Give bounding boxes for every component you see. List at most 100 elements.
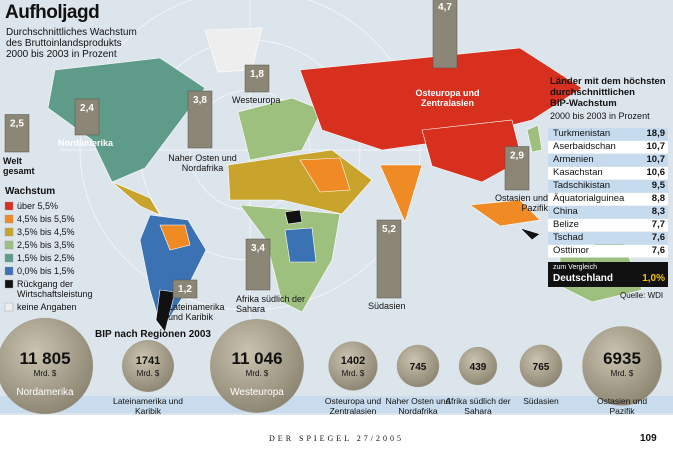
legend-swatch [4,302,14,312]
region-label: Westeuropa [232,95,281,105]
bubble-category: Osteuropa und Zentralasien [324,396,382,416]
bubble-value-label: 6935 [603,349,641,368]
map-region [237,97,323,161]
bar-value-label: 2,4 [80,103,94,114]
table-row-bg [548,154,668,167]
region-label: Naher Osten und Nordafrika [168,153,237,174]
publication: DER SPIEGEL 27/2005 [269,434,404,443]
bubble-value-label: 11 046 [231,349,282,368]
bubble [396,344,440,388]
table-value: 9,5 [651,180,665,191]
subtitle: 2000 bis 2003 in Prozent [6,49,117,60]
map-region [379,164,423,223]
bar [4,114,30,153]
table-title: BIP-Wachstum [550,98,617,109]
bar-value-label: 3,8 [193,95,207,106]
region-label: Afrika südlich der Sahara [236,294,306,315]
bubble [0,317,94,415]
bar-value-label: 4,7 [438,2,452,13]
legend-swatch [4,227,14,237]
table-row-bg [548,193,668,206]
legend-title: Wachstum [5,186,56,197]
bubble-category: Afrika südlich der Sahara [445,396,511,416]
legend-label: Rückgang der Wirtschaftsleistung [17,279,93,300]
table-subtitle: 2000 bis 2003 in Prozent [550,111,650,121]
bar-value-label: 2,5 [10,119,24,130]
legend-swatch [4,266,14,276]
map-region [519,227,541,241]
bar [187,90,213,149]
page-number: 109 [640,433,657,444]
table-value: 7,6 [651,232,665,243]
table-row-bg [548,245,668,258]
comparison-value: 1,0% [642,273,665,284]
table-title: Länder mit dem höchsten [550,76,666,87]
table-country: Aserbaidschan [553,141,616,152]
bubble-unit: Mrd. $ [137,369,160,378]
bubble-value-label: 1741 [136,355,160,367]
region-label: Welt gesamt [3,156,35,177]
bubble-value-label: 765 [533,362,550,373]
title: Aufholjagd [5,2,100,23]
legend-label: keine Angaben [17,302,77,312]
bubble-unit: Mrd. $ [246,369,269,378]
table-country: Osttimor [553,245,589,256]
table-row-bg [548,232,668,245]
table-value: 10,7 [646,154,666,165]
legend-label: 4,5% bis 5,5% [17,214,75,224]
bar [245,238,271,291]
bubble-category: Nordamerika [16,387,74,398]
bubble-category: Lateinamerika und Karibik [113,396,183,416]
table-country: Tadschikistan [553,180,611,191]
bubble-value-label: 11 805 [19,349,70,368]
table-row-bg [548,206,668,219]
bar-value-label: 2,9 [510,151,524,162]
legend-swatch [4,253,14,263]
legend-swatch [4,201,14,211]
legend-swatch [4,240,14,250]
table-row-bg [548,219,668,232]
map-region [299,157,351,193]
bubble [328,341,378,391]
bubble [582,326,662,406]
table-country: Belize [553,219,579,230]
comparison-country: Deutschland [553,273,614,284]
world-map [47,27,643,333]
bubble-value-label: 745 [410,362,427,373]
map-region [526,124,543,153]
legend-label: über 5,5% [17,201,59,211]
table-row-bg [548,167,668,180]
table-country: Äquatorialguinea [553,193,625,204]
legend-swatch [4,279,14,289]
table-value: 10,7 [646,141,666,152]
region-label: Ostasien und Pazifik [494,193,548,214]
map-region [469,199,541,227]
bubble-unit: Mrd. $ [611,369,634,378]
region-label: Nordamerika [58,138,114,148]
bubble-category: Westeuropa [230,387,284,398]
bubble-category: Südasien [523,396,559,406]
table-country: Turkmenistan [553,128,611,139]
bubble [458,346,498,386]
map-region [47,57,206,183]
table-value: 7,7 [651,219,665,230]
map-region [111,181,161,216]
bar-value-label: 1,2 [178,284,192,295]
table-country: China [553,206,578,217]
bubble-title: BIP nach Regionen 2003 [95,329,211,340]
map-region [284,227,317,263]
legend-label: 3,5% bis 4,5% [17,227,75,237]
region-label: Südasien [368,301,406,311]
legend-label: 2,5% bis 3,5% [17,240,75,250]
footer-band [0,415,673,450]
subtitle: des Bruttoinlandsprodukts [6,38,122,49]
bar-value-label: 1,8 [250,69,264,80]
bubble-value-label: 439 [470,362,487,373]
bar [376,219,402,299]
region-label: Osteuropa und Zentralasien [415,88,480,109]
table-row-bg [548,128,668,141]
table-value: 8,8 [651,193,665,204]
table-value: 18,9 [646,128,666,139]
